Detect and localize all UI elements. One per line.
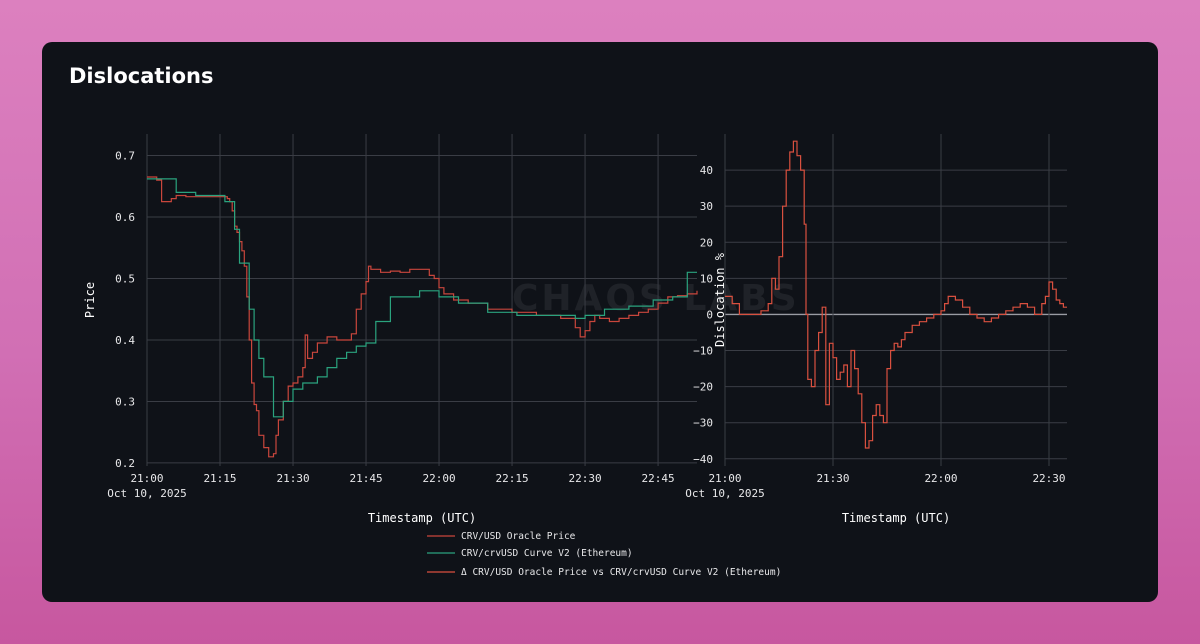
- x-tick-label: 22:00: [422, 472, 455, 485]
- y-axis-title: Price: [83, 282, 97, 318]
- y-tick-label: 20: [700, 236, 713, 249]
- y-tick-label: 0.2: [115, 457, 135, 470]
- x-tick-label: 21:30: [276, 472, 309, 485]
- x-axis-title: Timestamp (UTC): [842, 511, 950, 525]
- watermark-text: CHAOS LABS: [512, 278, 800, 319]
- dislocations-card: Dislocations CHAOS LABS 0.2 0.3 0.4 0.5 0.6 0…: [42, 42, 1158, 602]
- y-tick-label: 0.4: [115, 334, 135, 347]
- legend-label: Δ CRV/USD Oracle Price vs CRV/crvUSD Cur…: [461, 567, 781, 578]
- x-tick-label: 22:30: [568, 472, 601, 485]
- y-tick-label: −40: [693, 453, 713, 466]
- x-tick-label: 21:30: [816, 472, 849, 485]
- x-tick-label: 22:45: [641, 472, 674, 485]
- x-tick-label: 22:30: [1032, 472, 1065, 485]
- x-tick-label: 21:00: [130, 472, 163, 485]
- legend-item: Δ CRV/USD Oracle Price vs CRV/crvUSD Cur…: [427, 567, 781, 578]
- y-tick-label: −10: [693, 345, 713, 358]
- y-tick-label: 0.3: [115, 395, 135, 408]
- x-tick-label: 22:00: [924, 472, 957, 485]
- y-tick-label: 0.6: [115, 211, 135, 224]
- y-tick-label: 30: [700, 200, 713, 213]
- legend-label: CRV/crvUSD Curve V2 (Ethereum): [461, 548, 633, 559]
- price-chart: 0.2 0.3 0.4 0.5 0.6 0.7 21:00 Oct 10, 2025 21:15…: [83, 134, 698, 525]
- y-tick-label: 10: [700, 272, 713, 285]
- y-tick-label: 0.7: [115, 150, 135, 163]
- legend-item: CRV/USD Oracle Price: [427, 531, 576, 542]
- series-line-price-1: [147, 178, 697, 418]
- x-axis-title: Timestamp (UTC): [368, 511, 476, 525]
- legend: CRV/USD Oracle Price CRV/crvUSD Curve V2 …: [427, 531, 781, 578]
- x-tick-label: 21:00: [708, 472, 741, 485]
- legend-label: CRV/USD Oracle Price: [461, 531, 576, 542]
- dislocations-chart-svg: CHAOS LABS 0.2 0.3 0.4 0.5 0.6 0.7 21:00 Oct 10…: [83, 134, 1067, 578]
- y-tick-label: 0.5: [115, 272, 135, 285]
- y-tick-label: −20: [693, 381, 713, 394]
- y-tick-label: −30: [693, 417, 713, 430]
- page-title: Dislocations: [69, 64, 214, 88]
- x-tick-label: 21:15: [203, 472, 236, 485]
- x-tick-sublabel: Oct 10, 2025: [107, 487, 186, 500]
- x-tick-label: 22:15: [495, 472, 528, 485]
- series-line-dislocation-0: [725, 140, 1067, 449]
- x-tick-label: 21:45: [349, 472, 382, 485]
- dislocation-chart: −40 −30 −20 −10 0 10 20 30 40 21:00 Oct 10, 2025 21…: [685, 134, 1067, 525]
- y-tick-label: 40: [700, 164, 713, 177]
- legend-item: CRV/crvUSD Curve V2 (Ethereum): [427, 548, 633, 559]
- x-tick-sublabel: Oct 10, 2025: [685, 487, 764, 500]
- y-axis-title: Dislocation %: [713, 252, 727, 347]
- y-tick-label: 0: [706, 308, 713, 321]
